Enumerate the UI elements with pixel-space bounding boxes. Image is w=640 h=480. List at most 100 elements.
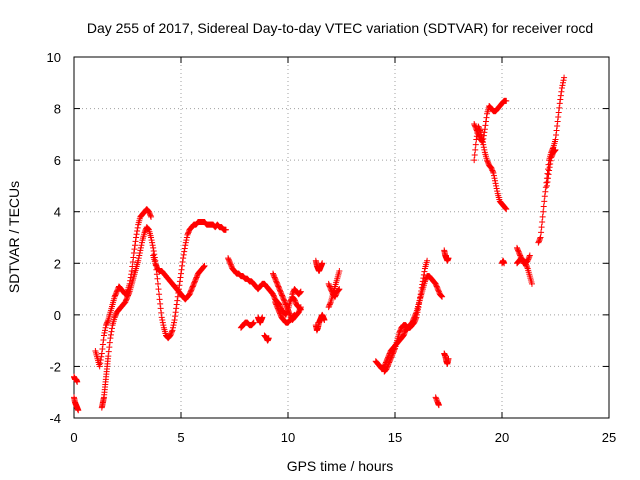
data-point [419,278,426,285]
data-point [157,305,164,312]
data-point [149,242,156,249]
data-point [549,151,556,158]
data-point [148,213,155,220]
data-point [228,262,235,269]
data-point [325,304,332,311]
data-point [180,251,187,258]
data-point [270,270,277,277]
data-point [174,293,181,300]
data-point [484,158,491,165]
data-point [188,287,195,294]
data-point [516,249,523,256]
x-tick-label: 25 [602,430,616,445]
data-point [97,356,104,363]
data-point [472,146,479,153]
data-point [559,79,566,86]
series-arc-16 [325,280,343,300]
data-point [141,229,148,236]
data-point [185,229,192,236]
data-point [488,166,495,173]
x-tick-label: 15 [388,430,402,445]
data-point [433,396,440,403]
data-point [390,349,397,356]
data-point [502,204,509,211]
data-point [327,286,334,293]
data-point [528,280,535,287]
data-point [171,319,178,326]
data-point [281,297,288,304]
data-point [290,312,297,319]
series-arc-01 [71,373,81,385]
data-point [489,167,496,174]
y-tick-label: 0 [54,308,61,323]
data-point [133,234,140,241]
data-point [401,331,408,338]
series-arc-11 [272,298,298,326]
data-point [273,301,280,308]
data-point [179,258,186,265]
data-point [226,258,233,265]
data-point [153,262,160,269]
data-point [401,329,408,336]
data-point [480,141,487,148]
series-arc-02 [71,394,82,414]
data-point [513,244,520,251]
data-point [125,292,132,299]
data-point [180,255,187,262]
data-point [473,127,480,134]
data-point [296,307,303,314]
data-point [276,286,283,293]
x-axis-label: GPS time / hours [287,458,394,474]
data-point [326,283,333,290]
data-point [554,122,561,129]
data-point [111,293,118,300]
data-point [438,292,445,299]
data-point [276,310,283,317]
data-point [201,262,208,269]
data-point [112,311,119,318]
data-point [502,205,509,212]
data-point [134,224,141,231]
data-point [535,238,542,245]
data-point [152,260,159,267]
data-point [525,255,532,262]
data-point [389,350,396,357]
data-point [526,253,533,260]
data-point [333,291,340,298]
data-point [548,154,555,161]
data-point [151,251,158,258]
data-point [493,185,500,192]
data-point [135,255,142,262]
data-point [150,248,157,255]
data-point [273,279,280,286]
series-arc-08 [255,314,266,326]
data-point [183,234,190,241]
data-point [438,293,445,300]
data-point [100,336,107,343]
chart-title: Day 255 of 2017, Sidereal Day-to-day VTE… [87,20,593,36]
data-point [271,274,278,281]
data-point [113,289,120,296]
x-tick-label: 20 [495,430,509,445]
data-point [276,287,283,294]
data-point [383,364,390,371]
data-point [325,280,332,287]
data-point [285,306,291,313]
data-point [501,260,508,267]
data-point [525,256,532,263]
data-point [548,153,555,160]
data-point [112,291,119,298]
data-point [412,317,419,324]
data-point [184,231,191,238]
y-tick-label: 8 [54,102,61,117]
data-point [480,144,487,151]
data-point [561,74,568,81]
data-point [560,77,567,84]
data-point [156,291,163,298]
data-point [278,289,285,296]
data-point [156,296,163,303]
data-point [122,297,129,304]
data-point [296,289,303,296]
